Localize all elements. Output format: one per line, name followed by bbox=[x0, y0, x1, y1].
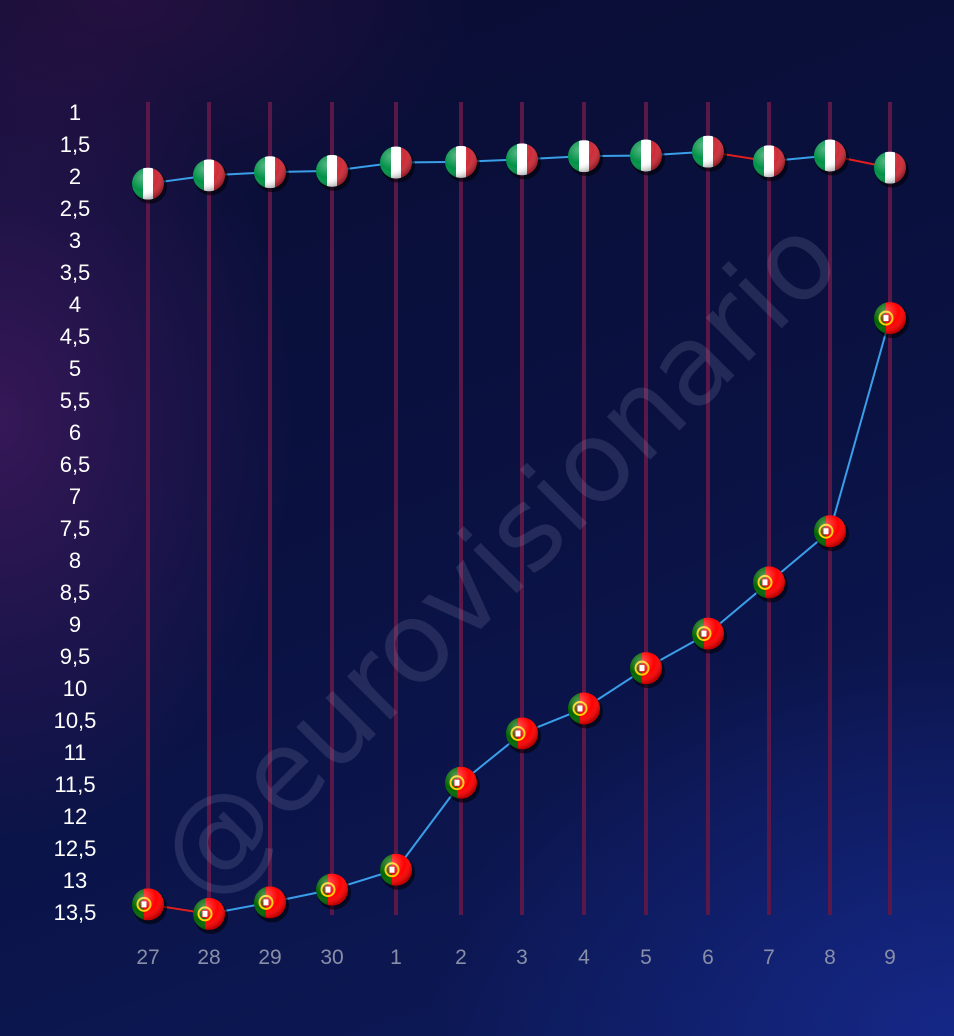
italy-flag-marker bbox=[380, 146, 415, 183]
x-tick-label: 4 bbox=[578, 946, 590, 969]
portugal-flag-marker bbox=[316, 873, 351, 910]
y-tick-label: 3 bbox=[69, 228, 81, 253]
vertical-gridlines bbox=[146, 102, 892, 915]
y-tick-label: 7 bbox=[69, 484, 81, 509]
italy-flag-marker bbox=[568, 140, 603, 177]
italy-flag-marker bbox=[630, 139, 665, 176]
watermark-text: @eurovisionario bbox=[132, 192, 864, 924]
x-tick-label: 8 bbox=[824, 946, 836, 969]
portugal-flag-marker bbox=[132, 888, 167, 925]
y-tick-label: 12 bbox=[63, 804, 87, 829]
y-tick-label: 6,5 bbox=[60, 452, 91, 477]
y-tick-label: 5,5 bbox=[60, 388, 91, 413]
x-tick-label: 2 bbox=[455, 946, 467, 969]
y-tick-label: 8 bbox=[69, 548, 81, 573]
italy-flag-marker bbox=[193, 159, 228, 196]
series-markers bbox=[132, 135, 909, 934]
portugal-flag-marker bbox=[254, 886, 289, 923]
y-tick-label: 7,5 bbox=[60, 516, 91, 541]
portugal-flag-marker bbox=[506, 717, 541, 754]
y-tick-label: 11,5 bbox=[54, 772, 95, 797]
x-tick-label: 7 bbox=[763, 946, 775, 969]
x-axis-ticks: 27 28 29 30 1 2 3 4 5 6 7 8 9 bbox=[136, 946, 896, 969]
y-axis-ticks: 11,522,533,544,555,566,577,588,599,51010… bbox=[54, 100, 97, 925]
portugal-flag-marker bbox=[814, 515, 849, 552]
y-tick-label: 1 bbox=[69, 100, 81, 125]
x-tick-label: 30 bbox=[320, 946, 343, 969]
y-tick-label: 9,5 bbox=[60, 644, 91, 669]
portugal-flag-marker bbox=[380, 853, 415, 890]
y-tick-label: 11 bbox=[64, 740, 87, 765]
portugal-flag-marker bbox=[874, 302, 909, 339]
y-tick-label: 2 bbox=[69, 164, 81, 189]
italy-flag-marker bbox=[506, 143, 541, 180]
italy-flag-marker bbox=[692, 135, 727, 172]
y-tick-label: 4,5 bbox=[60, 324, 91, 349]
y-tick-label: 13 bbox=[63, 868, 87, 893]
x-tick-label: 27 bbox=[136, 946, 159, 969]
italy-flag-marker bbox=[254, 156, 289, 193]
portugal-flag-marker bbox=[630, 652, 665, 689]
italy-flag-marker bbox=[445, 145, 480, 182]
y-tick-label: 12,5 bbox=[54, 836, 97, 861]
portugal-flag-marker bbox=[568, 692, 603, 729]
italy-flag-marker bbox=[874, 151, 909, 188]
y-tick-label: 13,5 bbox=[54, 900, 97, 925]
italy-flag-marker bbox=[814, 139, 849, 176]
y-tick-label: 8,5 bbox=[60, 580, 91, 605]
x-tick-label: 29 bbox=[258, 946, 281, 969]
series-line-segment bbox=[829, 317, 891, 532]
x-tick-label: 5 bbox=[640, 946, 652, 969]
italy-flag-marker bbox=[753, 145, 788, 182]
y-tick-label: 3,5 bbox=[60, 260, 91, 285]
x-tick-label: 6 bbox=[702, 946, 714, 969]
y-tick-label: 5 bbox=[69, 356, 81, 381]
x-tick-label: 28 bbox=[197, 946, 220, 969]
y-tick-label: 10 bbox=[63, 676, 87, 701]
portugal-flag-marker bbox=[753, 566, 788, 603]
portugal-flag-marker bbox=[692, 617, 727, 654]
y-tick-label: 1,5 bbox=[60, 132, 91, 157]
italy-flag-marker bbox=[132, 167, 167, 204]
portugal-flag-marker bbox=[445, 766, 480, 803]
y-tick-label: 10,5 bbox=[54, 708, 97, 733]
italy-flag-marker bbox=[316, 154, 351, 191]
x-tick-label: 1 bbox=[390, 946, 402, 969]
y-tick-label: 9 bbox=[69, 612, 81, 637]
y-tick-label: 4 bbox=[69, 292, 81, 317]
series-line-segment bbox=[395, 782, 462, 871]
x-tick-label: 3 bbox=[516, 946, 528, 969]
y-tick-label: 6 bbox=[69, 420, 81, 445]
portugal-flag-marker bbox=[193, 897, 228, 934]
y-tick-label: 2,5 bbox=[60, 196, 91, 221]
x-tick-label: 9 bbox=[884, 946, 896, 969]
